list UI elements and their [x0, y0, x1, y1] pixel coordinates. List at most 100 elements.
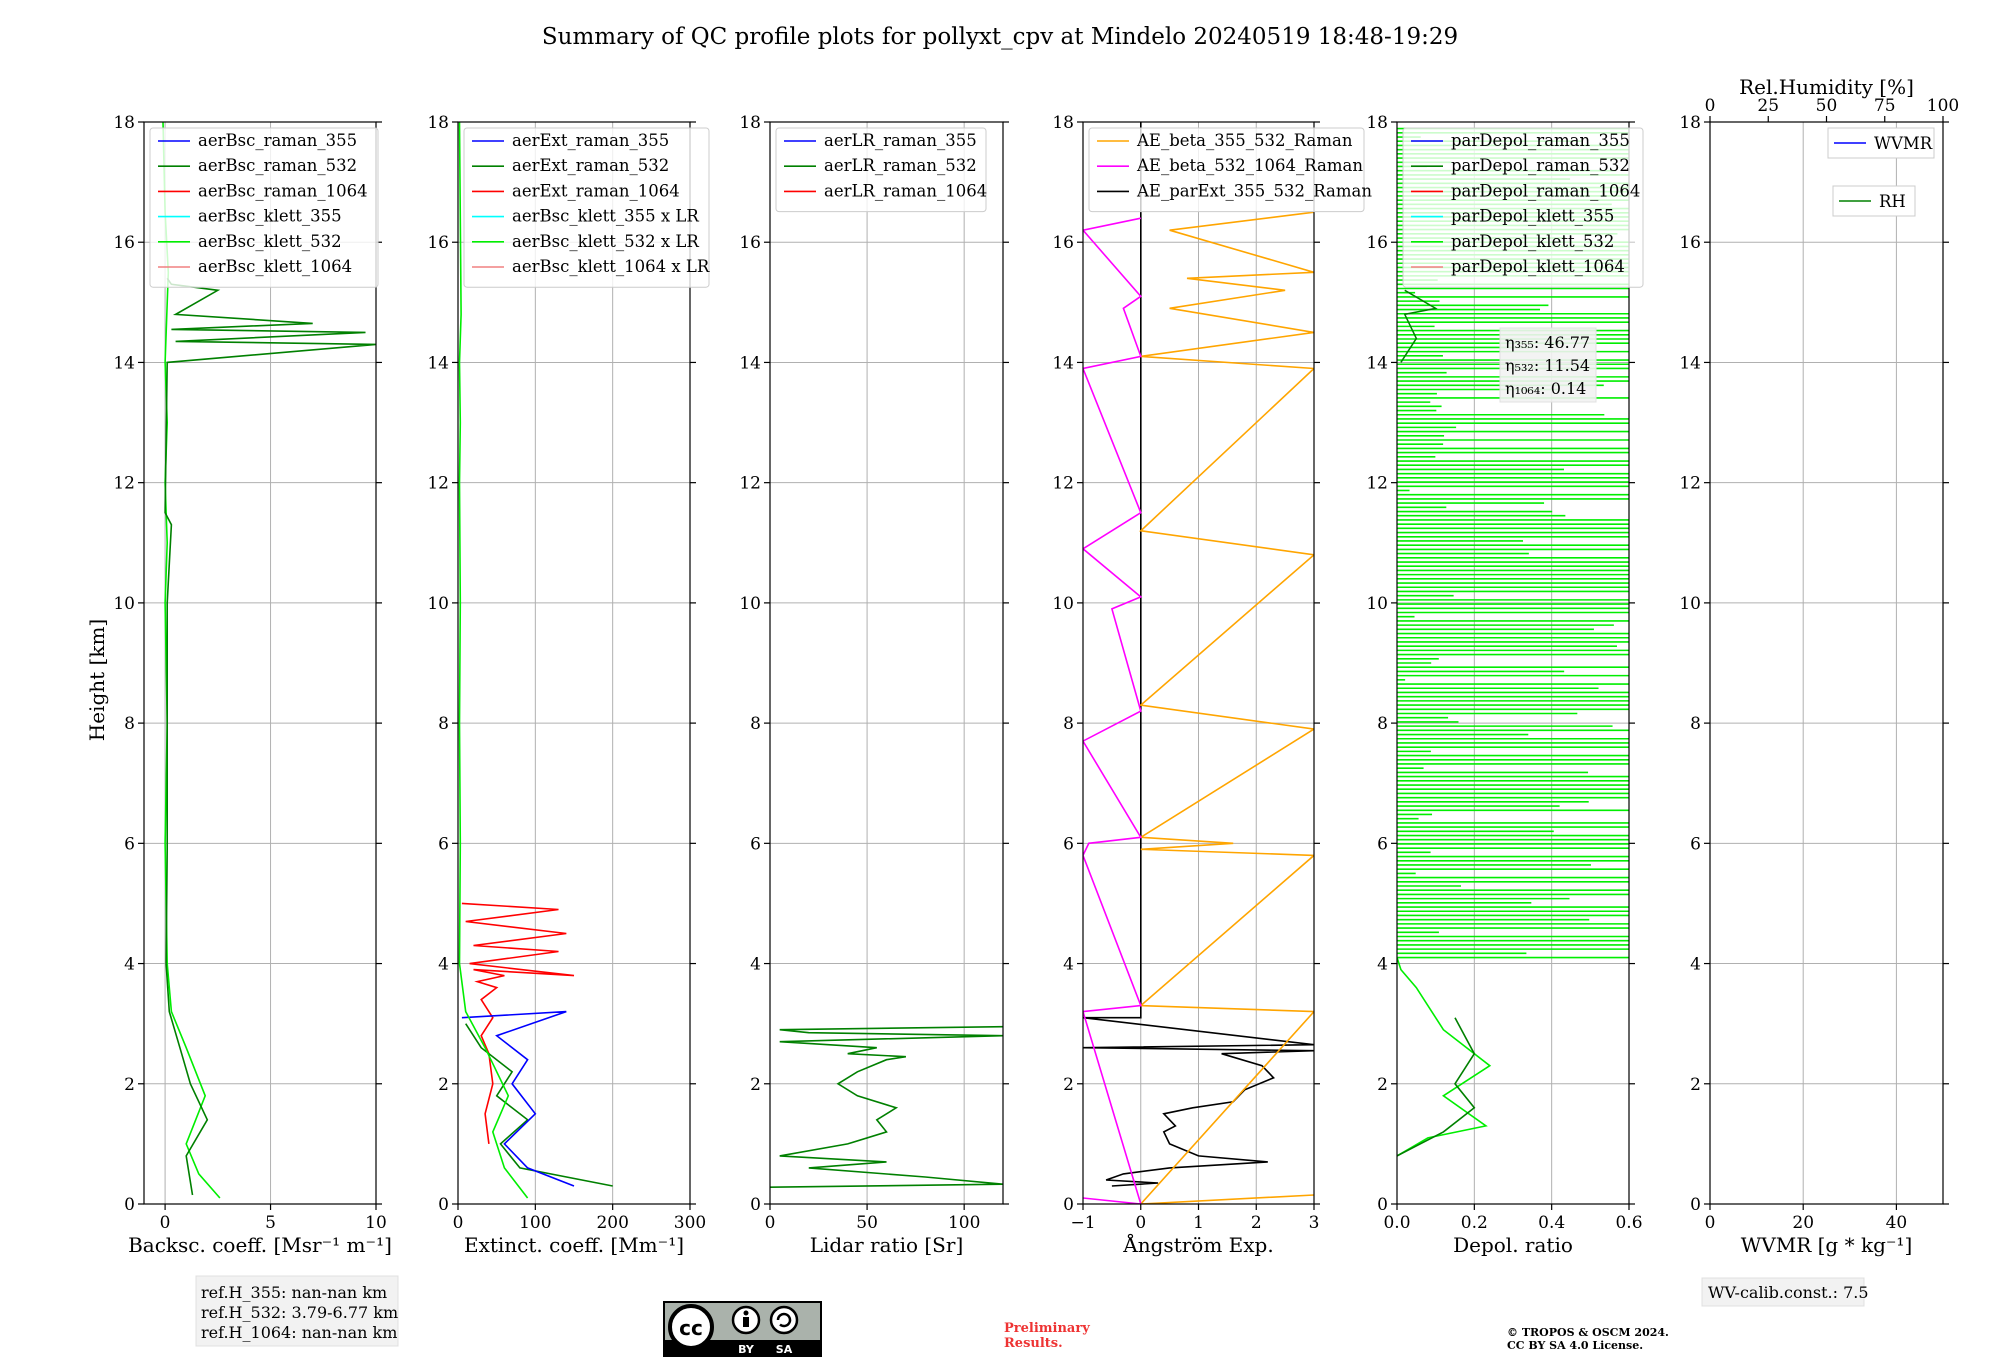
y-tick-label: 0 — [1377, 1195, 1388, 1215]
y-tick-label: 4 — [1063, 955, 1074, 975]
y-tick-label: 4 — [1690, 955, 1701, 975]
y-tick-label: 10 — [1679, 594, 1701, 614]
y-tick-label: 14 — [113, 353, 135, 373]
legend-label-rh: RH — [1879, 192, 1906, 211]
y-tick-label: 6 — [1690, 834, 1701, 854]
x-tick-label: 0.0 — [1383, 1213, 1410, 1233]
rh-tick-label: 25 — [1757, 96, 1779, 116]
x-tick-label: 100 — [519, 1213, 551, 1233]
y-tick-label: 16 — [1366, 233, 1388, 253]
sa-label: SA — [776, 1343, 793, 1356]
y-tick-label: 4 — [1377, 955, 1388, 975]
legend-label-wvmr: WVMR — [1874, 134, 1933, 153]
y-tick-label: 8 — [124, 714, 135, 734]
y-tick-label: 6 — [1063, 834, 1074, 854]
cc-license-badge: cc BY SA — [663, 1301, 822, 1357]
series-pardepol-klett-532 — [1397, 957, 1492, 1157]
rh-tick-label: 100 — [1927, 96, 1959, 116]
legend-label-pardepol-klett-532: parDepol_klett_532 — [1451, 232, 1614, 251]
x-tick-label: 0 — [1705, 1213, 1716, 1233]
y-tick-label: 18 — [1366, 113, 1388, 133]
x-axis-label-bsc: Backsc. coeff. [Msr⁻¹ m⁻¹] — [128, 1233, 392, 1257]
y-tick-label: 18 — [427, 113, 449, 133]
legend-label-ae-beta-532-1064-raman: AE_beta_532_1064_Raman — [1136, 156, 1363, 175]
x-tick-label: 0 — [453, 1213, 464, 1233]
ref-height-355: ref.H_355: nan-nan km — [201, 1283, 387, 1302]
legend-label-aerbsc-klett-1064: aerBsc_klett_1064 — [198, 257, 352, 276]
depol-raman-532-upper — [1400, 289, 1438, 363]
y-tick-label: 12 — [427, 474, 449, 494]
eta-label-1: η₅₃₂: 11.54 — [1505, 356, 1590, 375]
legend-box — [1088, 127, 1365, 213]
x-tick-label: 0.6 — [1615, 1213, 1642, 1233]
y-tick-label: 18 — [113, 113, 135, 133]
y-tick-label: 0 — [438, 1195, 449, 1215]
y-tick-label: 14 — [427, 353, 449, 373]
y-tick-label: 8 — [750, 714, 761, 734]
y-tick-label: 0 — [1690, 1195, 1701, 1215]
y-tick-label: 10 — [427, 594, 449, 614]
x-axis-label-depol: Depol. ratio — [1453, 1233, 1573, 1257]
series-aerext-raman-1064 — [461, 902, 575, 1145]
y-tick-label: 2 — [1377, 1075, 1388, 1095]
legend-label-aerbsc-klett-1064-x-lr: aerBsc_klett_1064 x LR — [512, 257, 710, 276]
y-tick-label: 8 — [1377, 714, 1388, 734]
y-tick-label: 16 — [739, 233, 761, 253]
legend-label-ae-parext-355-532-raman: AE_parExt_355_532_Raman — [1136, 181, 1372, 200]
plot-frame — [1709, 121, 1944, 1205]
copyright-line-1: © TROPOS & OSCM 2024. — [1507, 1326, 1669, 1339]
y-tick-label: 16 — [427, 233, 449, 253]
legend-label-aerbsc-klett-532: aerBsc_klett_532 — [198, 232, 342, 251]
y-tick-label: 10 — [1366, 594, 1388, 614]
legend-label-pardepol-klett-1064: parDepol_klett_1064 — [1451, 257, 1625, 276]
panel-depol: 0 2 4 6 8 10 12 14 16 18 0.0 0.2 0.4 0.6 Depol. ratio p… — [1366, 113, 1644, 1257]
legend-label-aerbsc-klett-355: aerBsc_klett_355 — [198, 207, 342, 226]
x-tick-label: 40 — [1886, 1213, 1908, 1233]
y-tick-label: 4 — [438, 955, 449, 975]
legend-label-ae-beta-355-532-raman: AE_beta_355_532_Raman — [1136, 131, 1353, 150]
legend-label-pardepol-raman-1064: parDepol_raman_1064 — [1451, 181, 1640, 200]
y-tick-label: 12 — [1052, 474, 1074, 494]
y-tick-label: 2 — [1063, 1075, 1074, 1095]
legend-label-aerlr-raman-1064: aerLR_raman_1064 — [824, 181, 987, 200]
y-tick-label: 10 — [113, 594, 135, 614]
legend-label-pardepol-raman-355: parDepol_raman_355 — [1451, 131, 1630, 150]
preliminary-line-2: Results. — [1004, 1336, 1063, 1351]
y-tick-label: 0 — [124, 1195, 135, 1215]
x-tick-label: 0 — [1135, 1213, 1146, 1233]
x-axis-label-wv: WVMR [g * kg⁻¹] — [1741, 1233, 1913, 1257]
y-tick-label: 8 — [438, 714, 449, 734]
y-tick-label: 18 — [1679, 113, 1701, 133]
series-aerbsc-klett-532-x-lr — [458, 122, 529, 1199]
x-tick-label: −1 — [1070, 1213, 1095, 1233]
y-tick-label: 8 — [1063, 714, 1074, 734]
legend-label-aerlr-raman-532: aerLR_raman_532 — [824, 156, 977, 175]
rh-axis-label: Rel.Humidity [%] — [1739, 75, 1914, 99]
y-tick-label: 6 — [124, 834, 135, 854]
y-tick-label: 10 — [1052, 594, 1074, 614]
wv-calib-box: WV-calib.const.: 7.5 — [1701, 1277, 1869, 1307]
legend-label-aerext-raman-355: aerExt_raman_355 — [512, 131, 669, 150]
x-tick-label: 0.2 — [1461, 1213, 1488, 1233]
x-tick-label: 1 — [1193, 1213, 1204, 1233]
rh-tick-label: 50 — [1816, 96, 1838, 116]
series-ae-parext-355-532-raman — [1083, 122, 1314, 1187]
x-tick-label: 0.4 — [1538, 1213, 1565, 1233]
legend-label-aerbsc-klett-355-x-lr: aerBsc_klett_355 x LR — [512, 207, 699, 226]
y-tick-label: 2 — [124, 1075, 135, 1095]
series-group — [162, 122, 376, 1199]
series-aerbsc-raman-532 — [164, 277, 376, 1196]
plot-frame — [457, 121, 691, 1205]
y-tick-label: 6 — [1377, 834, 1388, 854]
ref-height-532: ref.H_532: 3.79-6.77 km — [201, 1303, 398, 1322]
legend-box — [463, 127, 710, 288]
legend-box — [775, 127, 987, 213]
x-tick-label: 10 — [365, 1213, 387, 1233]
y-tick-label: 0 — [1063, 1195, 1074, 1215]
y-tick-label: 12 — [1679, 474, 1701, 494]
